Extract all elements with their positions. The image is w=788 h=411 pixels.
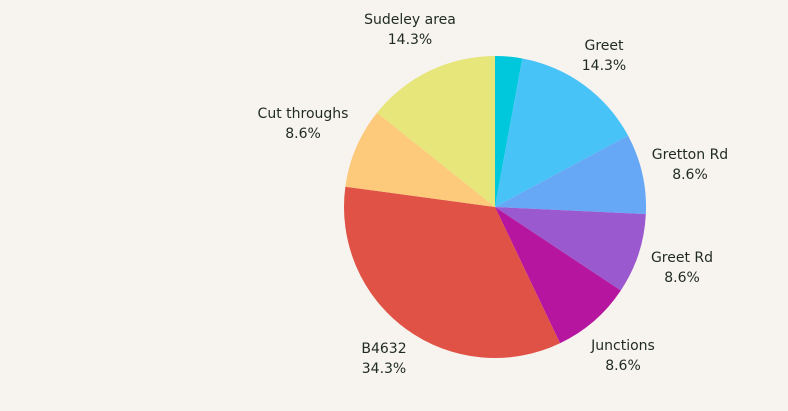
slice-label-name: Sudeley area bbox=[364, 12, 456, 28]
slice-label: Cut throughs 8.6% bbox=[258, 104, 349, 144]
slice-label-name: Greet Rd bbox=[650, 250, 714, 266]
pie-slice-greet-rd bbox=[495, 207, 646, 291]
slice-label: Sudeley area 14.3% bbox=[364, 10, 456, 50]
pie-slice-junctions bbox=[495, 207, 621, 344]
slice-label-percent: 14.3% bbox=[387, 32, 433, 48]
slice-label-percent: 34.3% bbox=[361, 361, 407, 377]
slice-label-percent: 8.6% bbox=[664, 270, 700, 286]
pie-slice-cut-throughs bbox=[345, 112, 495, 207]
slice-label-percent: 8.6% bbox=[285, 126, 321, 142]
slice-label: Greet Rd 8.6% bbox=[651, 248, 713, 288]
pie-slice-gretton-rd bbox=[495, 135, 646, 215]
pie-slice-b4632 bbox=[344, 186, 561, 358]
slice-label: Junctions 8.6% bbox=[591, 336, 655, 376]
slice-label-name: Cut throughs bbox=[257, 106, 349, 122]
slice-label: B4632 34.3% bbox=[361, 339, 406, 379]
slice-label-percent: 8.6% bbox=[672, 167, 708, 183]
slice-label: Greet 14.3% bbox=[582, 36, 626, 76]
slice-label-percent: 14.3% bbox=[581, 58, 627, 74]
slice-label-name: Junctions bbox=[591, 338, 655, 354]
slice-label: Gretton Rd 8.6% bbox=[652, 145, 728, 185]
pie-slice bbox=[495, 56, 523, 207]
slice-label-name: B4632 bbox=[361, 341, 407, 357]
slice-label-percent: 8.6% bbox=[605, 358, 641, 374]
pie-slice-greet bbox=[495, 58, 629, 207]
slice-label-name: Gretton Rd bbox=[651, 147, 729, 163]
slice-label-name: Greet bbox=[584, 38, 624, 54]
pie-slice-sudeley-area bbox=[377, 56, 495, 207]
